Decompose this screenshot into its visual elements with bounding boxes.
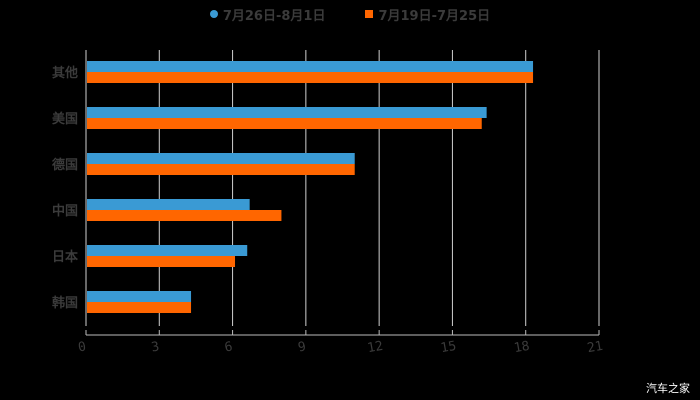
bar (87, 118, 482, 129)
x-tick-label: 3 (150, 339, 160, 355)
x-tick-label: 12 (366, 339, 384, 356)
bar (87, 291, 192, 302)
y-category-label: 韩国 (52, 295, 78, 311)
x-tick-label: 9 (297, 339, 307, 355)
bar (87, 153, 355, 164)
legend-item-series-1[interactable]: 7月26日-8月1日 (209, 4, 326, 24)
bar (87, 199, 250, 210)
bar (87, 72, 534, 83)
bar (87, 256, 236, 267)
bar (87, 210, 282, 221)
y-category-label: 日本 (52, 249, 78, 265)
x-tick-label: 18 (513, 339, 531, 356)
bar (87, 107, 487, 118)
y-category-label: 中国 (52, 203, 78, 219)
bar (87, 245, 248, 256)
y-category-label: 德国 (52, 157, 78, 173)
x-tick-label: 6 (224, 339, 234, 355)
circle-marker-icon (209, 10, 218, 18)
x-tick-label: 15 (440, 339, 458, 356)
bar (87, 61, 534, 72)
chart-legend: 7月26日-8月1日 7月19日-7月25日 (0, 4, 700, 24)
legend-label: 7月19日-7月25日 (378, 8, 491, 24)
y-category-label: 美国 (52, 111, 78, 127)
bar (87, 302, 192, 313)
legend-label: 7月26日-8月1日 (222, 8, 326, 24)
y-category-label: 其他 (52, 65, 78, 81)
watermark: 汽车之家 (646, 382, 690, 395)
bar (87, 164, 355, 175)
square-marker-icon (365, 10, 374, 18)
x-tick-label: 0 (77, 339, 87, 355)
legend-item-series-2[interactable]: 7月19日-7月25日 (365, 4, 490, 24)
x-tick-label: 21 (586, 339, 604, 356)
